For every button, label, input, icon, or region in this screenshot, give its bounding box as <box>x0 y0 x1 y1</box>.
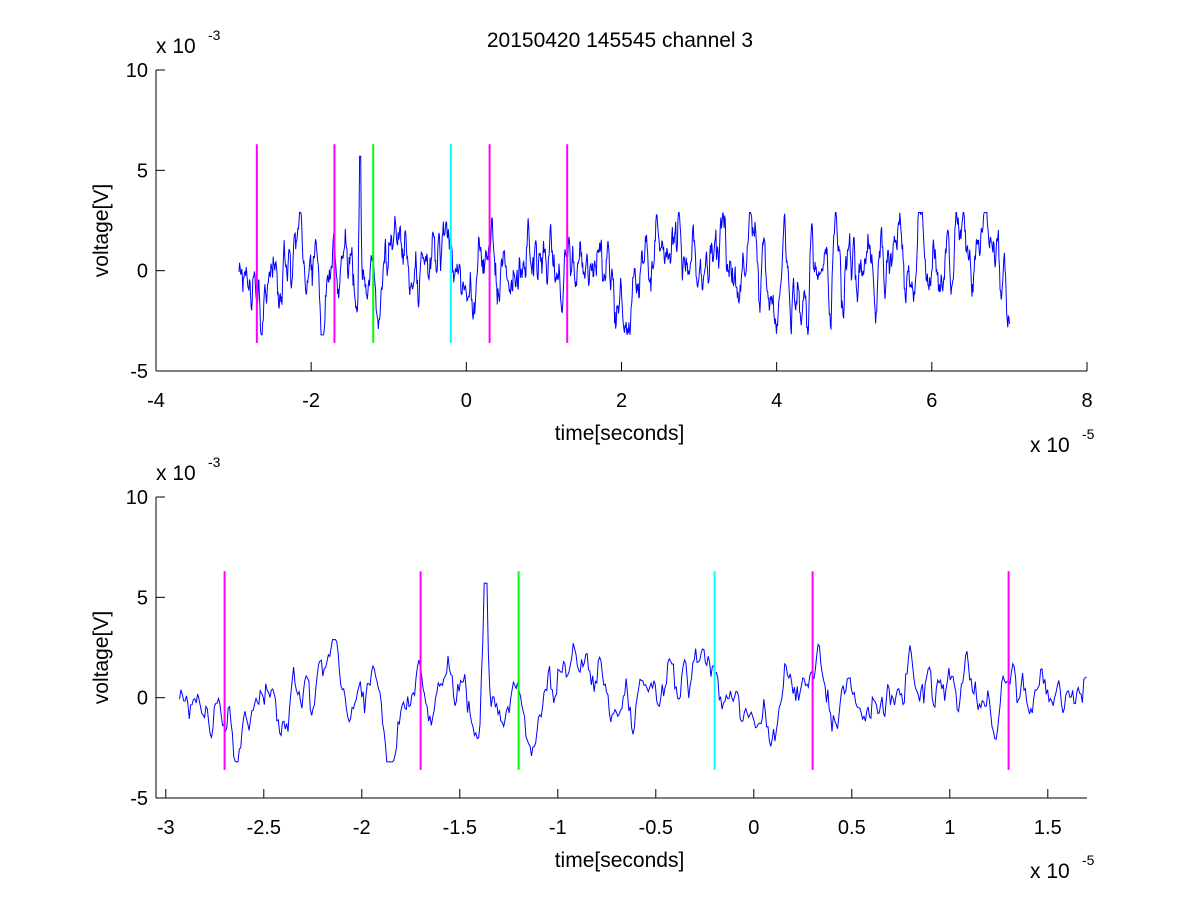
y-axis-label: voltage[V] <box>90 611 113 704</box>
y-tick-label: -5 <box>130 788 148 810</box>
x-exponent-label: x 10 <box>1030 434 1070 457</box>
x-tick-label: -2.5 <box>247 817 281 839</box>
signal-trace <box>179 582 1087 763</box>
y-tick-label: 10 <box>126 487 148 509</box>
x-tick-label: -3 <box>157 817 175 839</box>
figure-title: 20150420 145545 channel 3 <box>487 29 753 52</box>
x-tick-label: 1 <box>944 817 955 839</box>
x-tick-label: 8 <box>1081 390 1092 412</box>
y-tick-label: 0 <box>137 261 148 283</box>
x-tick-label: 2 <box>616 390 627 412</box>
x-axis-label: time[seconds] <box>555 849 685 872</box>
y-axis-label: voltage[V] <box>90 184 113 277</box>
x-tick-label: -2 <box>353 817 371 839</box>
x-tick-label: 0 <box>461 390 472 412</box>
x-tick-label: -1.5 <box>443 817 477 839</box>
x-tick-label: -1 <box>549 817 567 839</box>
y-exponent-label: x 10 <box>156 35 196 58</box>
y-tick-label: 5 <box>137 160 148 182</box>
x-tick-label: 6 <box>926 390 937 412</box>
x-tick-label: -2 <box>302 390 320 412</box>
y-exponent-label: x 10 <box>156 462 196 485</box>
x-exponent-label: x 10 <box>1030 860 1070 883</box>
x-tick-label: -0.5 <box>639 817 673 839</box>
y-exponent-power: -3 <box>208 27 221 43</box>
lower-plot: -5 0 5 10 -3 -2.5 -2 -1.5 -1 -0.5 0 0.5 1 1.5 time[sec… <box>90 454 1095 883</box>
y-tick-label: 10 <box>126 60 148 82</box>
y-tick-label: 0 <box>137 688 148 710</box>
y-exponent-power: -3 <box>208 454 221 470</box>
y-tick-label: -5 <box>130 361 148 383</box>
x-tick-label: 0 <box>748 817 759 839</box>
x-tick-label: 1.5 <box>1034 817 1062 839</box>
x-tick-label: 0.5 <box>838 817 866 839</box>
signal-trace <box>238 155 1010 336</box>
x-axis-label: time[seconds] <box>555 422 685 445</box>
y-tick-label: 5 <box>137 587 148 609</box>
x-tick-label: -4 <box>147 390 165 412</box>
x-exponent-power: -5 <box>1082 426 1095 442</box>
x-tick-label: 4 <box>771 390 782 412</box>
x-exponent-power: -5 <box>1082 852 1095 868</box>
upper-plot: -5 0 5 10 -4 -2 0 2 4 6 8 time[seconds] voltage[V] x … <box>90 27 1095 457</box>
